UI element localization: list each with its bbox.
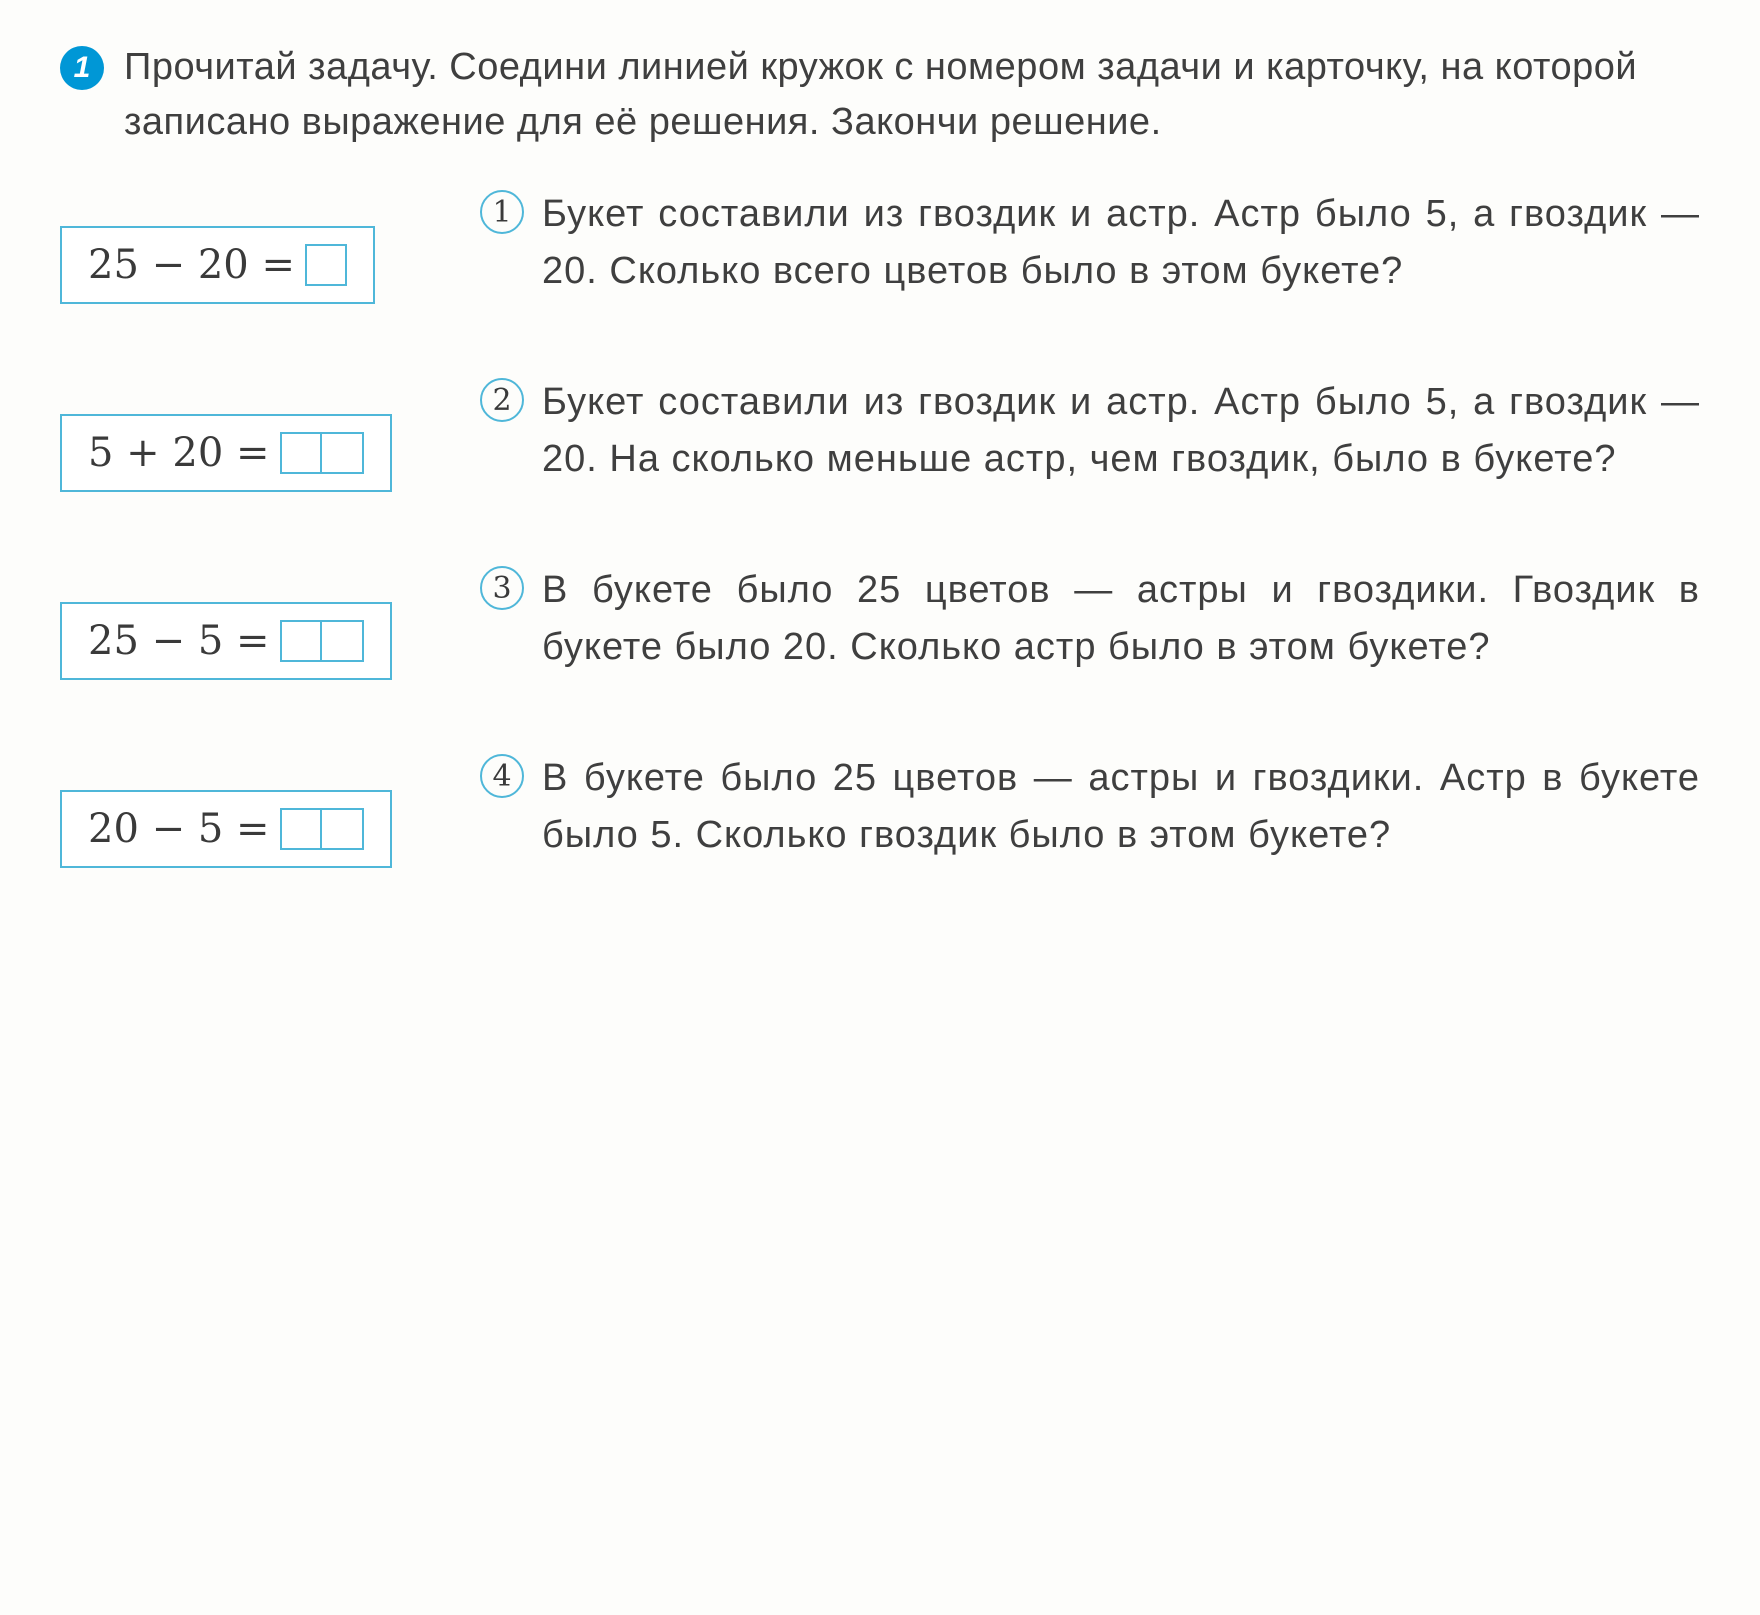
problem-col: 2 Букет составили из гвоздик и астр. Аст…: [480, 374, 1700, 488]
problem-text: Букет составили из гвоздик и астр. Астр …: [542, 186, 1700, 300]
problem-col: 3 В букете было 25 цветов — астры и гвоз…: [480, 562, 1700, 676]
expression-card-col: 20 − 5 =: [60, 750, 420, 868]
row: 5 + 20 = 2 Букет составили из гвоздик и …: [60, 374, 1700, 492]
answer-boxes: [305, 244, 347, 286]
answer-box[interactable]: [280, 432, 322, 474]
answer-box[interactable]: [322, 620, 364, 662]
problem-text: В букете было 25 цветов — астры и гвозди…: [542, 750, 1700, 864]
answer-boxes: [280, 620, 364, 662]
problem-number-circle: 1: [480, 190, 524, 234]
expression-card-col: 5 + 20 =: [60, 374, 420, 492]
expression-card: 20 − 5 =: [60, 790, 392, 868]
expression-card: 5 + 20 =: [60, 414, 392, 492]
problem-text: Букет составили из гвоздик и астр. Астр …: [542, 374, 1700, 488]
expression-text: 20 − 5 =: [88, 806, 270, 852]
task-number-badge: 1: [60, 46, 104, 90]
problem-number-circle: 3: [480, 566, 524, 610]
expression-text: 25 − 5 =: [88, 618, 270, 664]
expression-card-col: 25 − 5 =: [60, 562, 420, 680]
answer-boxes: [280, 808, 364, 850]
row: 25 − 20 = 1 Букет составили из гвоздик и…: [60, 186, 1700, 304]
rows-container: 25 − 20 = 1 Букет составили из гвоздик и…: [60, 186, 1700, 868]
answer-box[interactable]: [280, 808, 322, 850]
expression-text: 5 + 20 =: [88, 430, 270, 476]
row: 20 − 5 = 4 В букете было 25 цветов — аст…: [60, 750, 1700, 868]
problem-col: 4 В букете было 25 цветов — астры и гвоз…: [480, 750, 1700, 864]
row: 25 − 5 = 3 В букете было 25 цветов — аст…: [60, 562, 1700, 680]
task-header: 1 Прочитай задачу. Соедини линией кружок…: [60, 40, 1700, 150]
expression-card: 25 − 5 =: [60, 602, 392, 680]
problem: 4 В букете было 25 цветов — астры и гвоз…: [480, 750, 1700, 864]
answer-box[interactable]: [322, 808, 364, 850]
problem-number-circle: 4: [480, 754, 524, 798]
problem: 3 В букете было 25 цветов — астры и гвоз…: [480, 562, 1700, 676]
expression-text: 25 − 20 =: [88, 242, 295, 288]
problem-number-circle: 2: [480, 378, 524, 422]
problem-text: В букете было 25 цветов — астры и гвозди…: [542, 562, 1700, 676]
problem: 2 Букет составили из гвоздик и астр. Аст…: [480, 374, 1700, 488]
expression-card-col: 25 − 20 =: [60, 186, 420, 304]
task-instruction: Прочитай задачу. Соедини линией кружок с…: [124, 40, 1700, 150]
expression-card: 25 − 20 =: [60, 226, 375, 304]
problem: 1 Букет составили из гвоздик и астр. Аст…: [480, 186, 1700, 300]
answer-box[interactable]: [322, 432, 364, 474]
answer-boxes: [280, 432, 364, 474]
answer-box[interactable]: [305, 244, 347, 286]
answer-box[interactable]: [280, 620, 322, 662]
problem-col: 1 Букет составили из гвоздик и астр. Аст…: [480, 186, 1700, 300]
